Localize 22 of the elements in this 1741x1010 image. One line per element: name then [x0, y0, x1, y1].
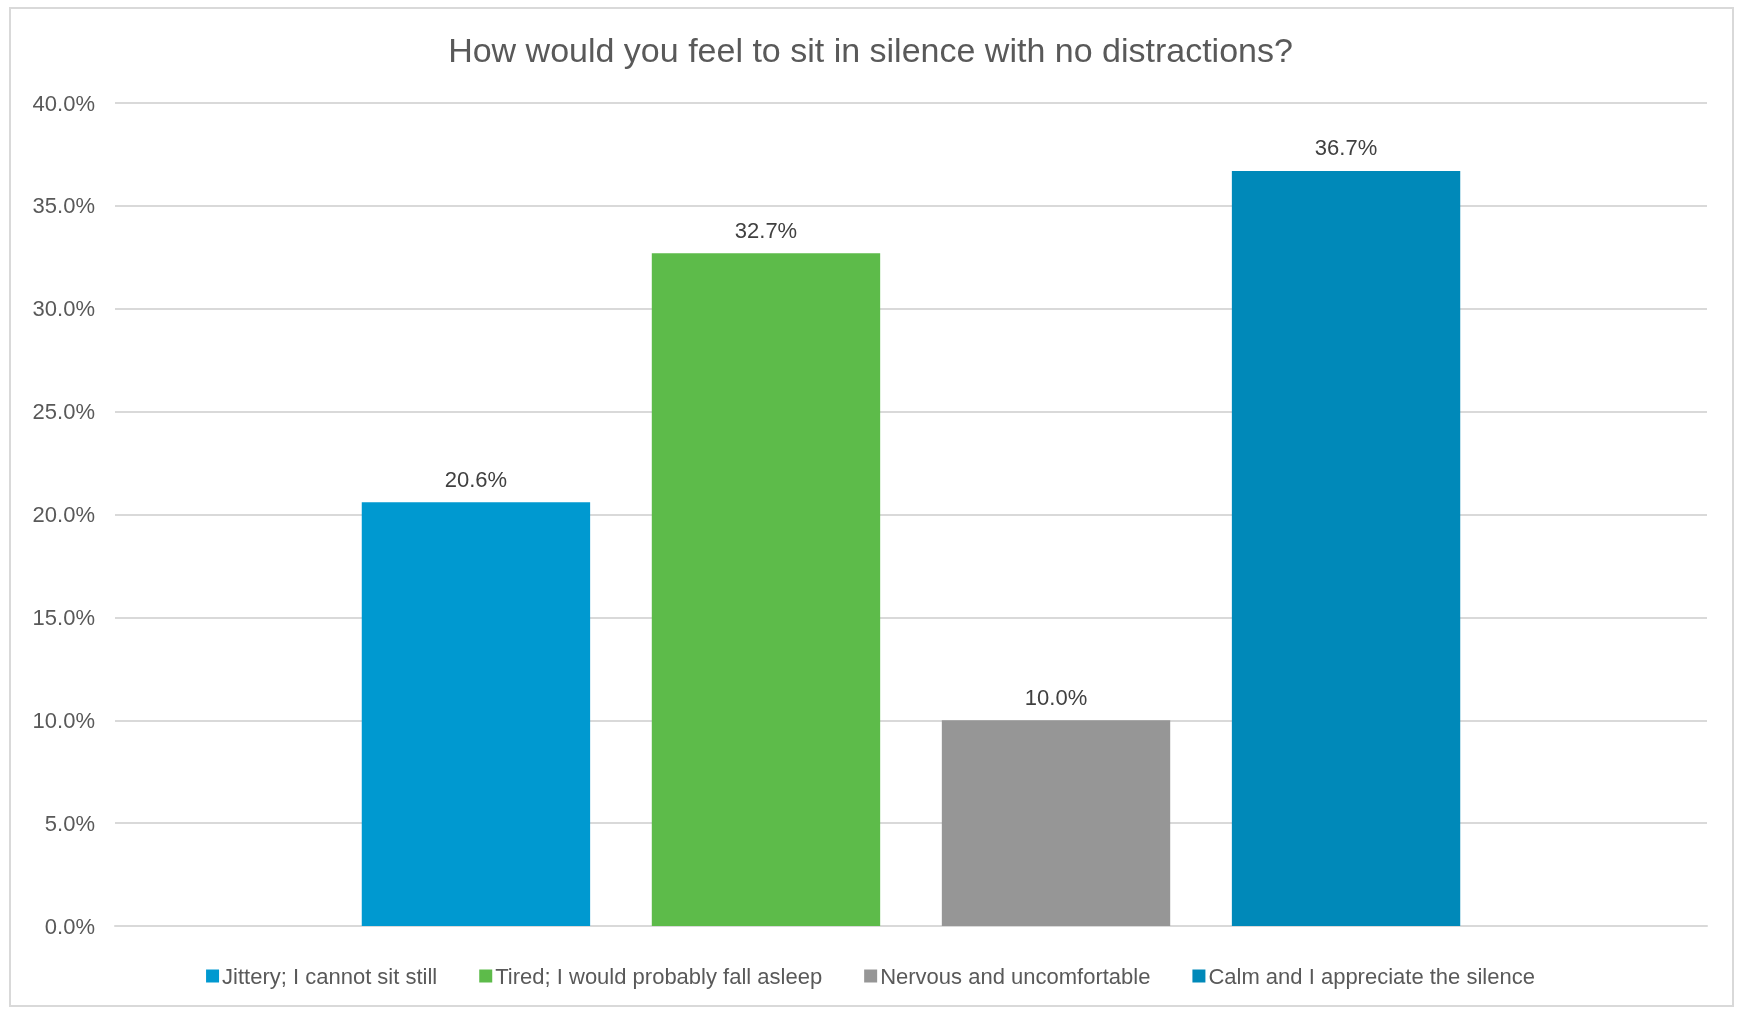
data-label: 20.6%	[444, 466, 508, 492]
chart-title: How would you feel to sit in silence with no distractions?	[448, 31, 1293, 69]
y-tick-label: 0.0%	[44, 913, 95, 939]
y-tick-label: 15.0%	[32, 604, 95, 630]
y-tick-label: 25.0%	[32, 399, 95, 425]
y-tick-label: 35.0%	[32, 193, 95, 219]
bar	[1231, 170, 1461, 926]
bar	[941, 720, 1171, 926]
y-tick-label: 40.0%	[32, 90, 95, 116]
y-tick-label: 20.0%	[32, 502, 95, 527]
legend-label: Calm and I appreciate the silence	[1208, 963, 1535, 989]
y-tick-label: 5.0%	[44, 810, 95, 836]
data-label: 32.7%	[734, 217, 798, 243]
y-tick-label: 10.0%	[32, 707, 95, 733]
legend-label: Jittery; I cannot sit still	[222, 963, 438, 989]
bar	[651, 253, 881, 926]
bar	[361, 502, 591, 926]
y-tick-label: 30.0%	[32, 296, 95, 322]
data-label: 10.0%	[1024, 684, 1088, 710]
legend-label: Tired; I would probably fall asleep	[495, 963, 823, 989]
legend-label: Nervous and uncomfortable	[880, 963, 1151, 989]
data-label: 36.7%	[1314, 135, 1378, 161]
